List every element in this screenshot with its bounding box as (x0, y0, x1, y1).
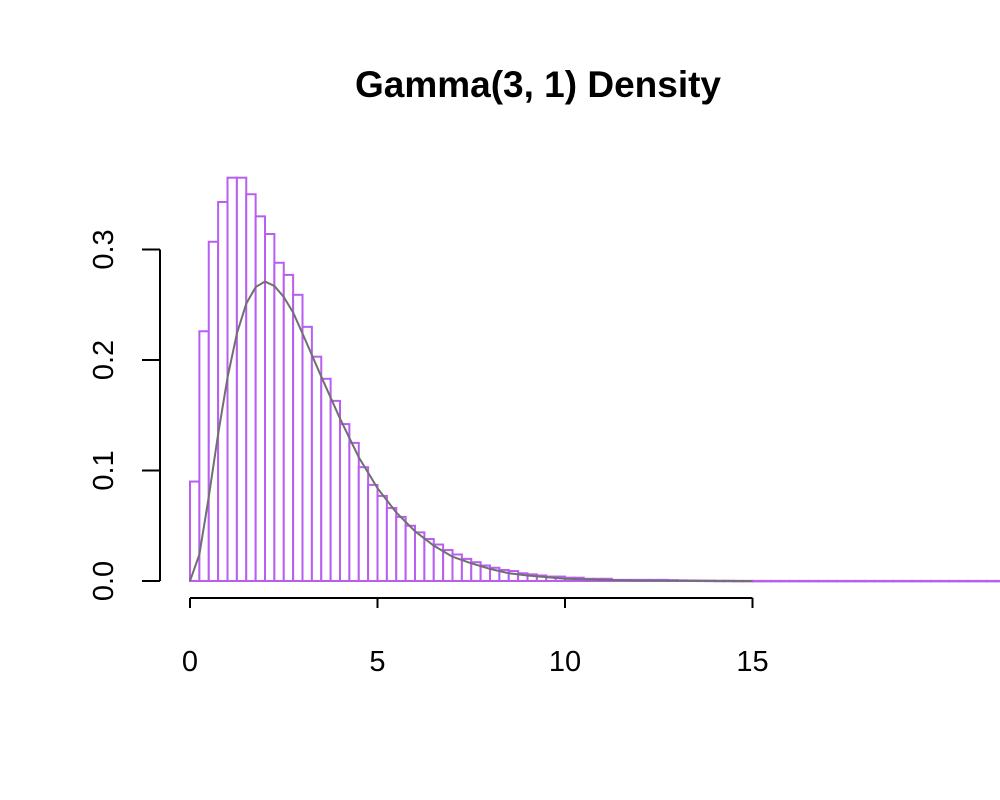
histogram-bar (910, 579, 923, 583)
histogram-bar (760, 579, 773, 583)
histogram-bar (854, 579, 867, 583)
histogram-bar (357, 466, 370, 582)
histogram-bar (817, 579, 829, 583)
histogram-bar (273, 261, 285, 582)
y-tick-label: 0.2 (88, 340, 120, 380)
histogram-bar (751, 579, 763, 583)
histogram-bar (957, 579, 970, 583)
histogram-bar (348, 441, 360, 583)
histogram-bar (826, 579, 838, 583)
histogram-bar (367, 483, 379, 582)
histogram-bar (395, 515, 407, 582)
histogram-bar (967, 579, 979, 583)
histogram-bar (873, 579, 885, 583)
y-tick-label: 0.3 (88, 229, 120, 269)
x-axis: 0 5 10 15 (182, 597, 769, 678)
histogram-bar (310, 355, 323, 582)
histogram-bar (939, 579, 951, 583)
histogram-bar (376, 494, 388, 583)
histogram-bar (329, 399, 342, 582)
histogram-bar (892, 579, 904, 583)
x-tick-label: 5 (369, 646, 385, 678)
histogram-bar (929, 579, 942, 583)
histogram-bar (320, 377, 332, 582)
histogram-bar (882, 579, 895, 583)
histogram-bar (226, 176, 238, 582)
histogram-bar (920, 579, 932, 583)
histogram-bar (845, 579, 857, 583)
histogram-bar (779, 579, 792, 583)
x-tick-label: 15 (736, 646, 768, 678)
density-curve (189, 280, 753, 582)
histogram-bar (789, 579, 801, 583)
histogram-bar (385, 507, 398, 583)
x-tick-label: 0 (182, 646, 198, 678)
histogram-bar (770, 579, 782, 583)
histogram-bar (235, 176, 248, 582)
y-tick-label: 0.0 (88, 561, 120, 601)
chart-title: Gamma(3, 1) Density (355, 64, 721, 105)
histogram-bar (995, 579, 1000, 583)
histogram-bars (189, 176, 1000, 583)
histogram-bar (254, 215, 267, 582)
histogram-bar (245, 193, 257, 582)
histogram-bar (976, 579, 988, 583)
histogram-bar (901, 579, 913, 583)
y-tick-label: 0.1 (88, 450, 120, 490)
histogram-bar (835, 579, 848, 583)
histogram-bar (798, 579, 810, 583)
histogram-bar (292, 293, 304, 582)
histogram-bar (339, 423, 351, 582)
histogram-bar (282, 273, 295, 582)
x-tick-label: 10 (549, 646, 581, 678)
y-axis: 0.0 0.1 0.2 0.3 (88, 229, 161, 601)
histogram-bar (985, 579, 998, 583)
histogram-bar (404, 524, 417, 582)
histogram-bar (864, 579, 876, 583)
histogram-bar (207, 240, 220, 582)
histogram-bar (807, 579, 820, 583)
histogram-bar (301, 325, 313, 582)
histogram-bar (414, 531, 426, 583)
histogram-bar (948, 579, 960, 583)
